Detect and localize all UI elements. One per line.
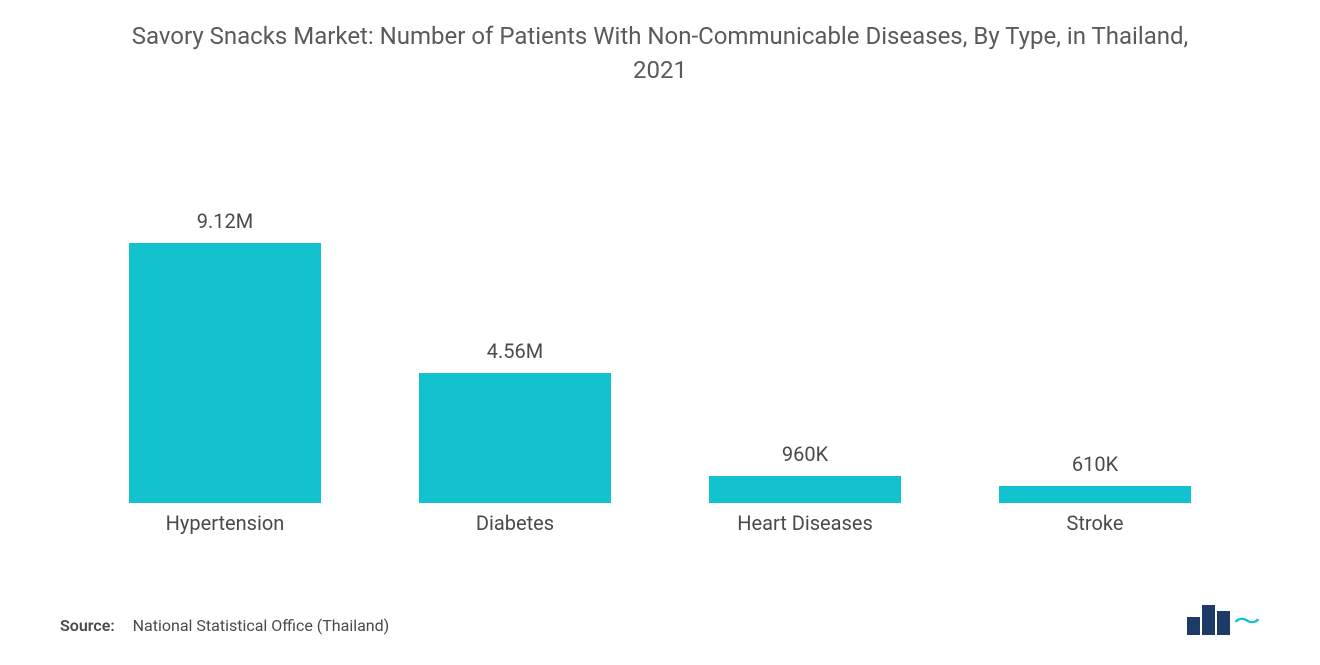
bar-category-label: Hypertension — [166, 511, 285, 535]
bar-category-label: Diabetes — [476, 511, 554, 535]
bar-category-label: Heart Diseases — [737, 511, 873, 535]
bar-wrap: 4.56M — [387, 193, 642, 503]
source-line: Source: National Statistical Office (Tha… — [60, 616, 389, 635]
bar-value-label: 960K — [782, 442, 828, 466]
bar-group-diabetes: 4.56M Diabetes — [387, 193, 642, 535]
bar-value-label: 9.12M — [197, 209, 253, 233]
source-text: National Statistical Office (Thailand) — [133, 616, 390, 635]
bar-stroke — [999, 486, 1190, 503]
bar-category-label: Stroke — [1067, 511, 1124, 535]
bar-value-label: 610K — [1072, 452, 1118, 476]
bar-wrap: 960K — [677, 193, 932, 503]
bar-value-label: 4.56M — [487, 339, 543, 363]
bar-hypertension — [129, 243, 320, 503]
footer-row: Source: National Statistical Office (Tha… — [50, 605, 1270, 635]
bar-diabetes — [419, 373, 610, 503]
brand-logo: 〜 — [1187, 605, 1260, 635]
chart-container: Savory Snacks Market: Number of Patients… — [0, 0, 1320, 665]
bar-group-hypertension: 9.12M Hypertension — [97, 193, 352, 535]
bar-group-stroke: 610K Stroke — [967, 193, 1222, 535]
chart-title: Savory Snacks Market: Number of Patients… — [50, 20, 1270, 87]
bar-heart-diseases — [709, 476, 900, 503]
logo-bar-icon — [1217, 611, 1230, 635]
bar-wrap: 9.12M — [97, 193, 352, 503]
logo-bar-icon — [1187, 617, 1200, 635]
bar-group-heart-diseases: 960K Heart Diseases — [677, 193, 932, 535]
logo-accent-icon: 〜 — [1234, 616, 1260, 629]
plot-area: 9.12M Hypertension 4.56M Diabetes 960K H… — [50, 127, 1270, 545]
bar-wrap: 610K — [967, 193, 1222, 503]
source-label: Source: — [60, 616, 115, 635]
logo-bar-icon — [1202, 605, 1215, 635]
